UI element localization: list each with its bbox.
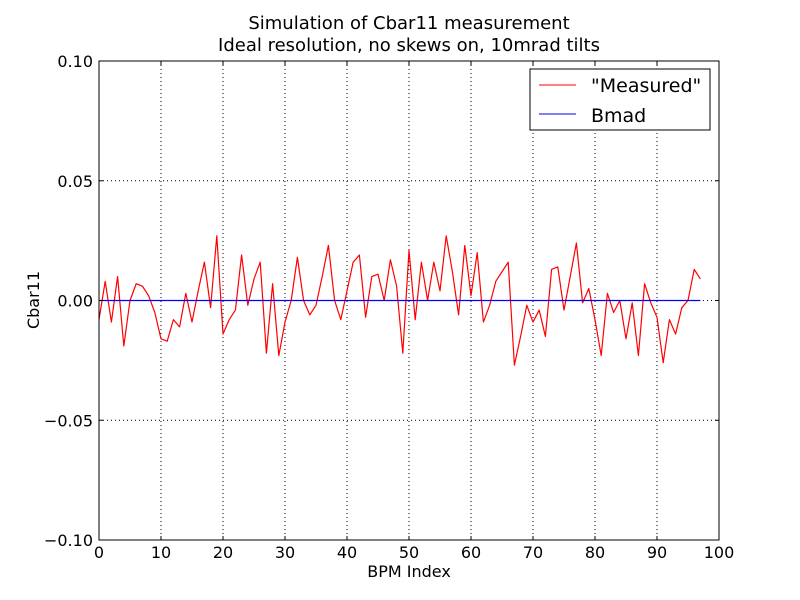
y-tick-label: −0.10 xyxy=(44,531,93,550)
chart-title: Simulation of Cbar11 measurement xyxy=(248,13,569,34)
x-tick-label: 50 xyxy=(399,543,419,562)
legend-frame xyxy=(529,68,711,131)
y-tick-label: 0.05 xyxy=(57,172,93,191)
y-tick-label: −0.05 xyxy=(44,411,93,430)
legend-label-measured: "Measured" xyxy=(591,75,701,97)
chart-subtitle: Ideal resolution, no skews on, 10mrad ti… xyxy=(218,35,600,56)
legend-label-bmad: Bmad xyxy=(591,105,646,127)
tick-layer: 0 10 20 30 40 50 60 70 80 90 100 0.10 0.05 0.00 −0.05 −… xyxy=(44,52,734,562)
x-tick-label: 20 xyxy=(213,543,233,562)
y-tick-label: 0.00 xyxy=(57,292,93,311)
y-axis-label: Cbar11 xyxy=(24,271,43,329)
legend: "Measured" Bmad xyxy=(529,68,711,131)
x-axis-label: BPM Index xyxy=(367,562,451,581)
x-tick-label: 80 xyxy=(585,543,605,562)
x-tick-label: 30 xyxy=(275,543,295,562)
y-tick-label: 0.10 xyxy=(57,52,93,71)
x-tick-label: 60 xyxy=(461,543,481,562)
x-tick-label: 100 xyxy=(704,543,735,562)
x-tick-label: 0 xyxy=(94,543,104,562)
x-tick-label: 90 xyxy=(647,543,667,562)
series-line-measured xyxy=(98,235,701,366)
series-layer xyxy=(98,235,701,366)
x-tick-label: 70 xyxy=(523,543,543,562)
x-tick-label: 10 xyxy=(151,543,171,562)
x-tick-label: 40 xyxy=(337,543,357,562)
